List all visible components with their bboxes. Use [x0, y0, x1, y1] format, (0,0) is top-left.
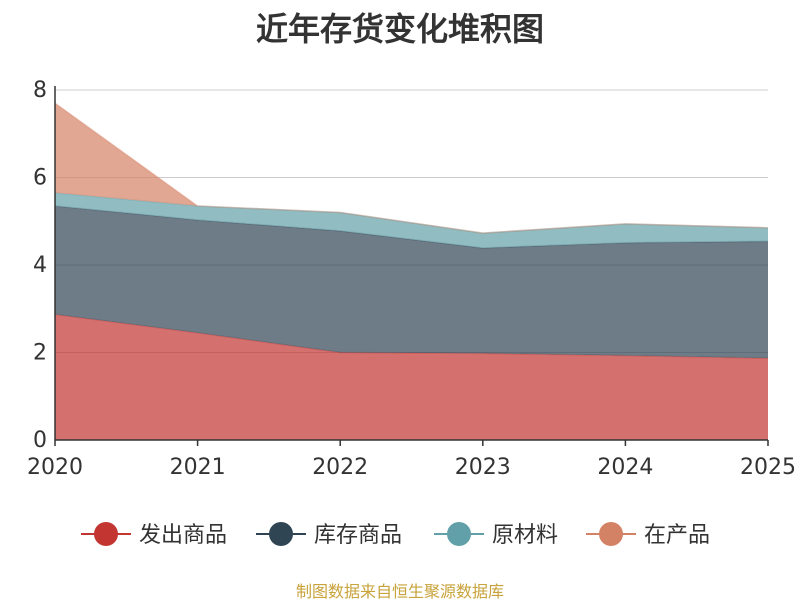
y-tick-label-4: 4 — [33, 253, 47, 278]
legend-label-2[interactable]: 库存商品 — [314, 523, 402, 548]
legend-marker-2[interactable] — [269, 522, 293, 546]
y-tick-label-0: 0 — [33, 428, 47, 453]
legend-marker-4[interactable] — [599, 522, 623, 546]
series-line-4 — [54, 102, 769, 234]
legend-marker-3[interactable] — [447, 522, 471, 546]
chart-title: 近年存货变化堆积图 — [255, 10, 544, 48]
legend-marker-1[interactable] — [94, 522, 118, 546]
series-line-3 — [54, 192, 769, 234]
x-tick-label-2022: 2022 — [312, 455, 368, 480]
area-series-1[interactable] — [55, 314, 768, 440]
legend-label-1[interactable]: 发出商品 — [139, 523, 227, 548]
x-tick-label-2025: 2025 — [740, 455, 796, 480]
legend-label-3[interactable]: 原材料 — [492, 523, 558, 548]
series-line-2 — [54, 205, 769, 249]
x-tick-label-2020: 2020 — [27, 455, 83, 480]
y-tick-label-2: 2 — [33, 341, 47, 366]
area-series-2[interactable] — [55, 205, 768, 359]
x-tick-label-2024: 2024 — [597, 455, 653, 480]
y-tick-label-8: 8 — [33, 78, 47, 103]
source-note: 制图数据来自恒生聚源数据库 — [295, 582, 504, 601]
legend-label-4[interactable]: 在产品 — [644, 523, 710, 548]
y-tick-label-6: 6 — [33, 166, 47, 191]
x-tick-label-2021: 2021 — [170, 455, 226, 480]
area-series-3[interactable] — [55, 192, 768, 248]
x-tick-label-2023: 2023 — [455, 455, 511, 480]
